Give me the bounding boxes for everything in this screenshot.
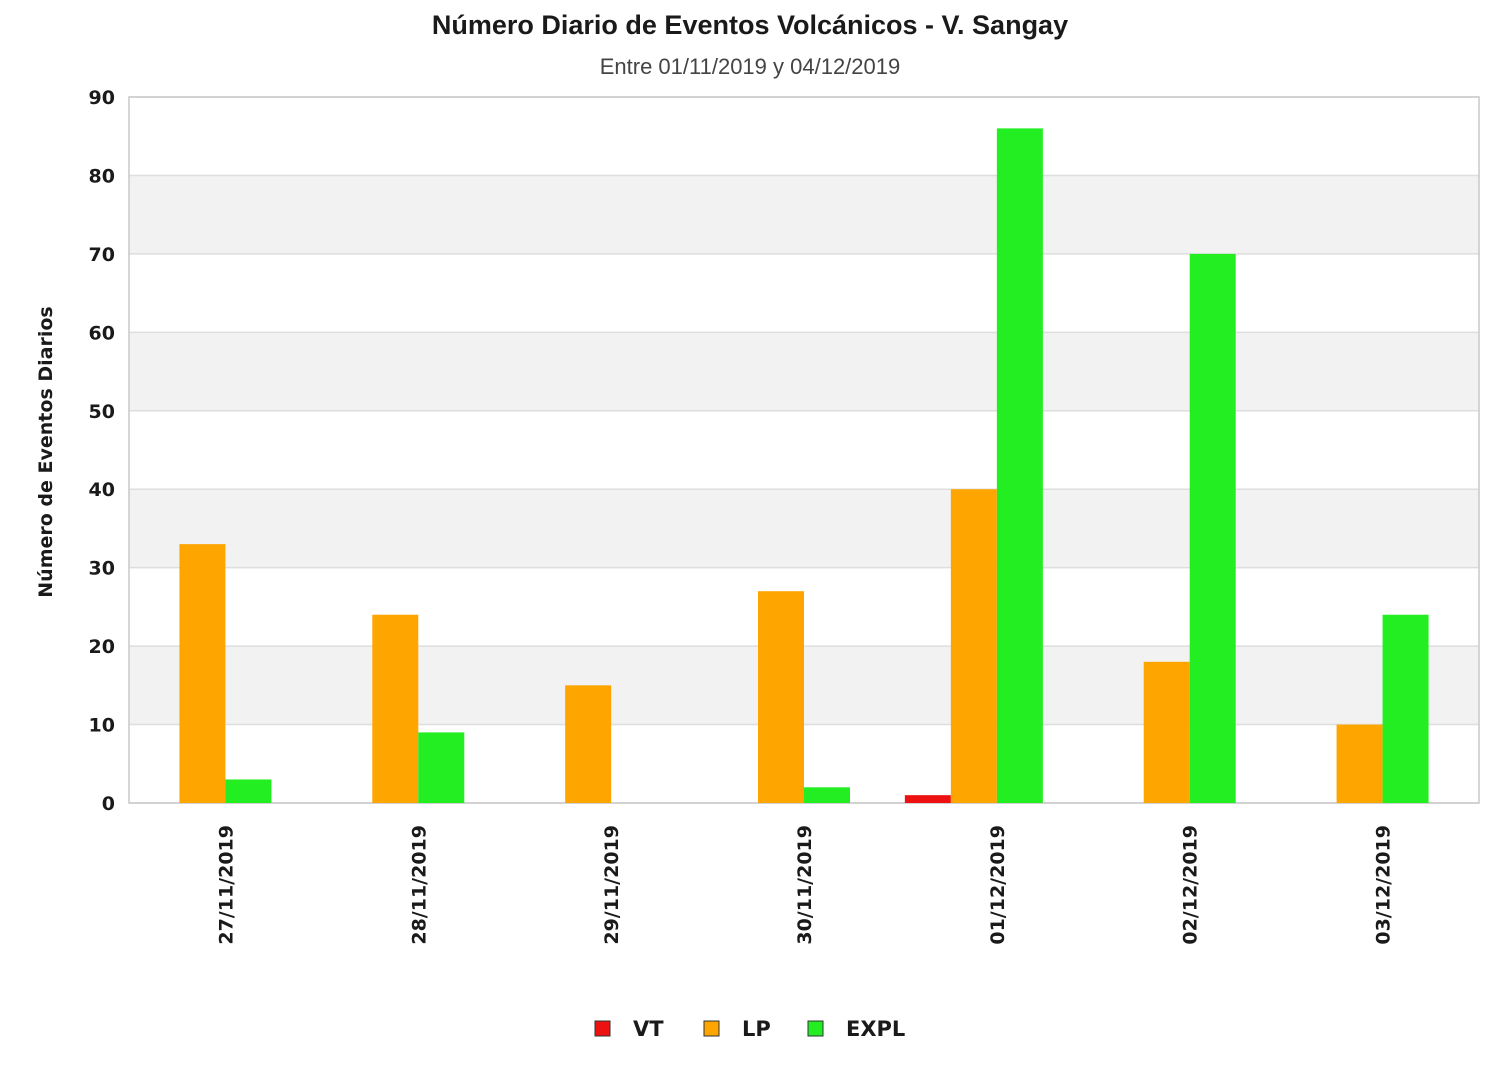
y-tick-label: 0 xyxy=(102,793,115,815)
x-tick-label: 27/11/2019 xyxy=(215,825,237,945)
grid-band xyxy=(129,175,1479,254)
y-tick-label: 60 xyxy=(89,322,115,344)
bar-lp-6 xyxy=(1336,724,1383,803)
bar-lp-0 xyxy=(179,544,226,803)
legend-label-expl: EXPL xyxy=(846,1017,905,1041)
bar-expl-3 xyxy=(804,787,850,803)
grid-band xyxy=(129,97,1479,176)
y-tick-label: 70 xyxy=(89,244,115,266)
y-axis-label: Número de Eventos Diarios xyxy=(35,306,57,597)
legend-swatch-vt xyxy=(594,1020,611,1037)
bar-expl-6 xyxy=(1382,614,1429,803)
x-tick-label: 01/12/2019 xyxy=(987,825,1009,945)
bar-expl-0 xyxy=(225,779,272,803)
grid-band xyxy=(129,332,1479,411)
y-tick-label: 80 xyxy=(89,165,115,187)
bar-expl-5 xyxy=(1189,253,1236,803)
y-axis-ticks: 0 10 20 30 40 50 60 70 80 90 xyxy=(89,87,115,815)
y-tick-label: 40 xyxy=(89,479,115,501)
x-tick-label: 02/12/2019 xyxy=(1180,825,1202,945)
grid-band xyxy=(129,489,1479,568)
grid-band xyxy=(129,410,1479,490)
x-tick-label: 28/11/2019 xyxy=(408,825,430,945)
bar-expl-1 xyxy=(418,732,465,803)
y-tick-label: 20 xyxy=(89,636,115,658)
bar-lp-5 xyxy=(1143,661,1190,803)
bar-lp-3 xyxy=(758,591,804,803)
legend: VT LP EXPL xyxy=(594,1017,905,1041)
y-tick-label: 10 xyxy=(89,715,115,737)
bars-group xyxy=(179,128,1429,803)
chart-title: Número Diario de Eventos Volcánicos - V.… xyxy=(432,10,1068,40)
legend-swatch-lp xyxy=(703,1020,720,1037)
x-tick-label: 03/12/2019 xyxy=(1373,825,1395,945)
bar-expl-4 xyxy=(996,128,1043,803)
legend-label-vt: VT xyxy=(633,1017,664,1041)
grid-bands xyxy=(129,97,1479,803)
x-tick-label: 29/11/2019 xyxy=(601,825,623,945)
grid-band xyxy=(129,253,1479,333)
legend-swatch-expl xyxy=(807,1020,824,1037)
chart-subtitle: Entre 01/11/2019 y 04/12/2019 xyxy=(600,54,901,79)
x-tick-label: 30/11/2019 xyxy=(794,825,816,945)
legend-label-lp: LP xyxy=(742,1017,771,1041)
y-tick-label: 90 xyxy=(89,87,115,109)
bar-vt-4 xyxy=(904,795,951,803)
y-tick-label: 30 xyxy=(89,558,115,580)
x-axis-ticks: 27/11/2019 28/11/2019 29/11/2019 30/11/2019… xyxy=(215,825,1394,945)
bar-lp-4 xyxy=(950,489,997,803)
bar-lp-2 xyxy=(565,685,612,803)
y-tick-label: 50 xyxy=(89,401,115,423)
bar-lp-1 xyxy=(372,614,419,803)
